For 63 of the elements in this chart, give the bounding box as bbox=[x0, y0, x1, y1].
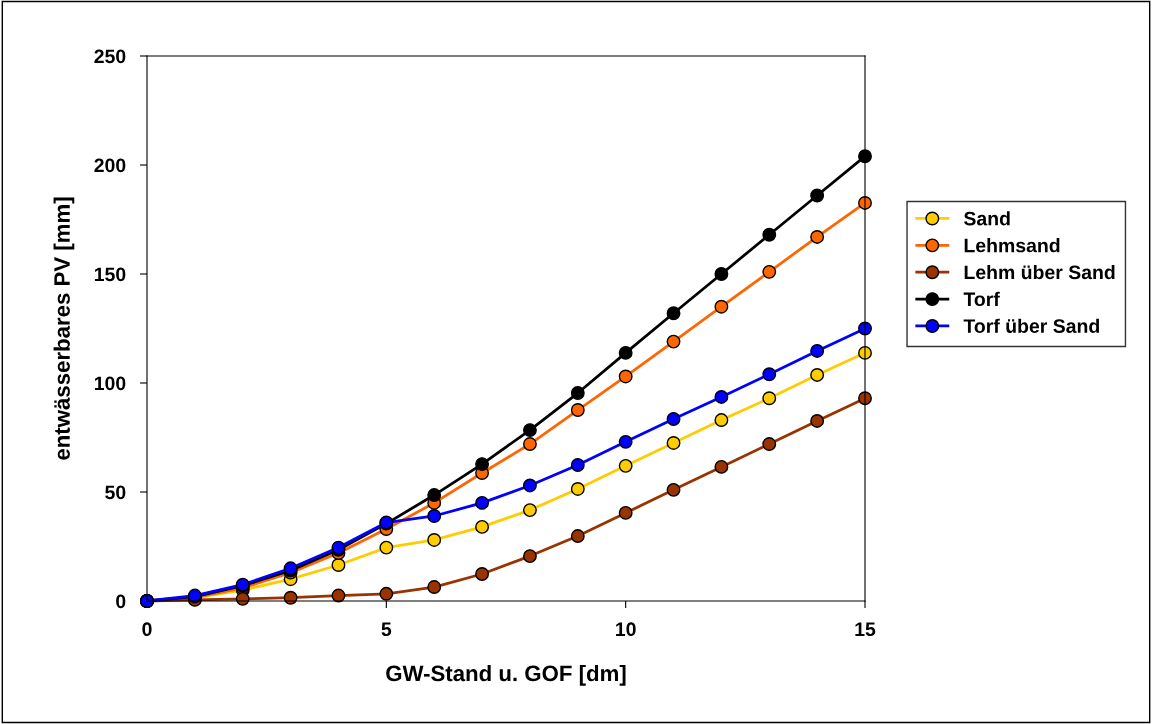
point bbox=[570, 482, 585, 496]
point bbox=[762, 227, 777, 242]
point bbox=[475, 567, 490, 581]
point bbox=[379, 540, 394, 555]
point bbox=[570, 386, 585, 400]
point bbox=[618, 345, 633, 360]
point bbox=[666, 436, 681, 450]
point bbox=[475, 519, 490, 534]
point bbox=[762, 264, 777, 279]
point bbox=[331, 558, 346, 572]
legend-label: Lehm über Sand bbox=[964, 264, 1115, 280]
point bbox=[618, 369, 633, 384]
point bbox=[618, 505, 633, 520]
point bbox=[810, 344, 825, 358]
point bbox=[427, 533, 442, 547]
point bbox=[618, 458, 633, 473]
legend-label: Sand bbox=[963, 211, 1010, 226]
point bbox=[522, 478, 537, 493]
point bbox=[714, 299, 729, 314]
point bbox=[379, 586, 394, 601]
x-tick-label: 15 bbox=[855, 622, 876, 637]
point bbox=[475, 457, 490, 472]
point bbox=[522, 503, 537, 518]
point bbox=[810, 188, 825, 203]
point bbox=[762, 391, 777, 406]
point bbox=[762, 367, 777, 382]
point bbox=[570, 403, 585, 417]
point bbox=[666, 306, 681, 321]
y-tick-label: 150 bbox=[94, 267, 126, 282]
point bbox=[427, 509, 442, 523]
point bbox=[666, 482, 681, 497]
y-axis-title: entwässerbares PV [mm] bbox=[53, 197, 75, 460]
point bbox=[427, 488, 442, 502]
x-tick-label: 0 bbox=[142, 622, 152, 637]
point bbox=[810, 229, 825, 244]
point bbox=[666, 334, 681, 349]
point bbox=[714, 390, 729, 404]
point bbox=[666, 412, 681, 426]
point bbox=[570, 529, 585, 543]
y-tick-label: 0 bbox=[116, 594, 126, 609]
point bbox=[810, 367, 825, 382]
point bbox=[714, 267, 729, 281]
legend-label: Torf bbox=[963, 291, 1000, 307]
point bbox=[522, 437, 537, 451]
point bbox=[522, 423, 537, 438]
y-tick-label: 250 bbox=[94, 49, 126, 64]
y-tick-label: 100 bbox=[94, 376, 126, 391]
y-tick-label: 200 bbox=[94, 158, 126, 173]
point bbox=[810, 413, 825, 428]
point bbox=[427, 580, 442, 594]
point bbox=[475, 495, 490, 510]
point bbox=[714, 413, 729, 428]
x-tick-label: 10 bbox=[616, 622, 636, 637]
point bbox=[714, 459, 729, 474]
point bbox=[762, 437, 777, 451]
point bbox=[618, 434, 633, 449]
x-tick-label: 5 bbox=[381, 622, 392, 637]
legend-label: Torf über Sand bbox=[963, 318, 1099, 333]
point bbox=[570, 458, 585, 472]
point bbox=[522, 549, 537, 564]
legend-label: Lehmsand bbox=[964, 238, 1060, 253]
x-axis-title: GW-Stand u. GOF [dm] bbox=[386, 664, 626, 686]
y-tick-label: 50 bbox=[105, 485, 126, 500]
